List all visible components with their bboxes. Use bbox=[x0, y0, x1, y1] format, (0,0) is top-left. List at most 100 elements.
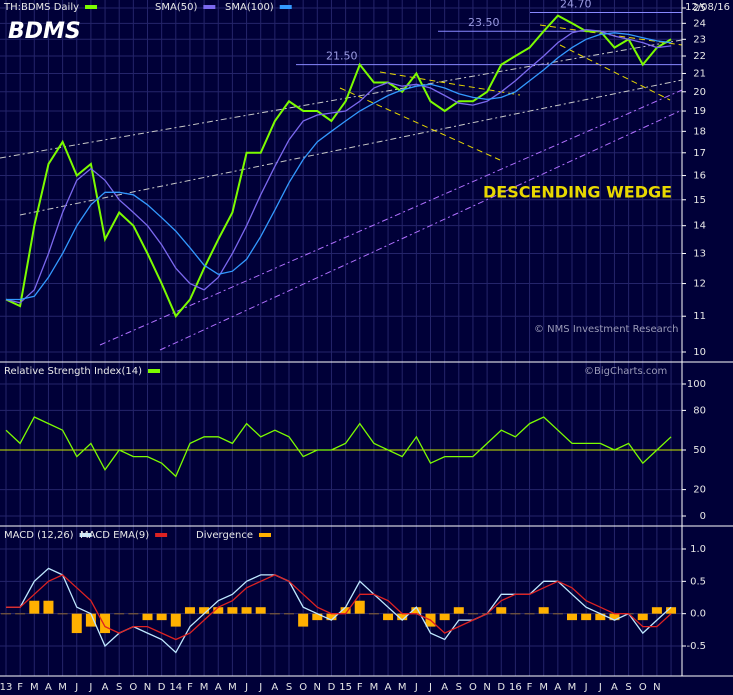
divergence-bar bbox=[227, 607, 238, 614]
legend-label: SMA(50) bbox=[155, 2, 197, 13]
level-label: 23.50 bbox=[468, 16, 500, 29]
x-tick-label: S bbox=[625, 682, 631, 693]
x-tick-label: A bbox=[611, 682, 618, 693]
divergence-bar bbox=[184, 607, 195, 614]
x-tick-label: M bbox=[370, 682, 379, 693]
y-tick-label: 11 bbox=[693, 311, 706, 322]
divergence-bar bbox=[269, 613, 280, 615]
wedge-line bbox=[379, 71, 521, 96]
series-line bbox=[6, 574, 672, 641]
divergence-bar bbox=[128, 613, 139, 615]
x-tick-label: J bbox=[88, 682, 92, 693]
x-tick-label: F bbox=[357, 682, 363, 693]
y-tick-label: 50 bbox=[693, 445, 706, 456]
divergence-bar bbox=[170, 613, 181, 627]
level-label: 24.70 bbox=[560, 0, 592, 11]
y-tick-label: 80 bbox=[693, 405, 706, 416]
divergence-bar bbox=[637, 613, 648, 621]
divergence-bar bbox=[15, 613, 26, 615]
legend-label: TH:BDMS Daily bbox=[3, 2, 79, 13]
x-tick-label: F bbox=[17, 682, 23, 693]
divergence-bar bbox=[57, 613, 68, 615]
y-tick-label: 0.5 bbox=[690, 576, 706, 587]
x-tick-label: 13 bbox=[0, 682, 12, 693]
trendline bbox=[159, 109, 683, 351]
x-tick-label: 15 bbox=[339, 682, 352, 693]
x-tick-label: M bbox=[58, 682, 67, 693]
grid bbox=[0, 0, 682, 676]
y-tick-label: 24 bbox=[693, 18, 706, 29]
divergence-bar bbox=[651, 607, 662, 614]
legend-swatch bbox=[203, 5, 216, 9]
trendline bbox=[0, 39, 683, 159]
divergence-bar bbox=[199, 607, 210, 614]
y-tick-label: 18 bbox=[693, 126, 706, 137]
series-line bbox=[5, 14, 672, 319]
x-tick-label: O bbox=[639, 682, 647, 693]
x-tick-label: O bbox=[129, 682, 137, 693]
divergence-bar bbox=[213, 607, 224, 614]
x-tick-label: N bbox=[144, 682, 151, 693]
divergence-bar bbox=[142, 613, 153, 621]
legend-label: Divergence bbox=[196, 530, 253, 541]
x-tick-label: A bbox=[554, 682, 561, 693]
divergence-bar bbox=[510, 613, 521, 615]
legend-label: Relative Strength Index(14) bbox=[4, 366, 142, 377]
x-tick-label: 16 bbox=[509, 682, 522, 693]
x-tick-label: S bbox=[116, 682, 122, 693]
divergence-bar bbox=[496, 607, 507, 614]
divergence-bar bbox=[567, 613, 577, 621]
divergence-bar bbox=[156, 613, 167, 621]
x-tick-label: M bbox=[228, 682, 237, 693]
legend-swatch bbox=[148, 369, 160, 373]
divergence-bar bbox=[368, 613, 379, 615]
x-tick-label: A bbox=[271, 682, 278, 693]
x-tick-label: D bbox=[158, 682, 166, 693]
divergence-bar bbox=[666, 607, 677, 614]
marks bbox=[0, 12, 682, 654]
y-tick-label: 10 bbox=[693, 347, 706, 358]
y-tick-label: 20 bbox=[693, 485, 706, 496]
divergence-bar bbox=[467, 613, 478, 615]
trendline bbox=[19, 79, 683, 216]
x-tick-label: M bbox=[200, 682, 209, 693]
divergence-bar bbox=[397, 613, 408, 621]
wedge-line bbox=[559, 44, 671, 101]
x-tick-label: A bbox=[45, 682, 52, 693]
divergence-bar bbox=[114, 613, 125, 615]
divergence-bar bbox=[312, 613, 323, 621]
divergence-bar bbox=[524, 613, 535, 615]
divergence-bar bbox=[609, 613, 620, 621]
x-tick-label: S bbox=[286, 682, 292, 693]
y-tick-label: 12 bbox=[693, 279, 706, 290]
divergence-bar bbox=[383, 613, 394, 621]
legend-swatch bbox=[155, 533, 168, 537]
x-tick-label: N bbox=[653, 682, 660, 693]
level-label: 21.50 bbox=[326, 50, 358, 63]
annotation: DESCENDING WEDGE bbox=[483, 183, 672, 202]
divergence-bar bbox=[255, 607, 266, 614]
x-tick-label: D bbox=[328, 682, 336, 693]
legend-label: MACD (12,26) bbox=[4, 530, 74, 541]
divergence-bar bbox=[43, 600, 54, 614]
divergence-bar bbox=[340, 607, 351, 614]
logo: BDMS bbox=[8, 19, 81, 44]
legend-label: SMA(100) bbox=[225, 2, 274, 13]
y-tick-label: 25 bbox=[693, 3, 706, 14]
divergence-bar bbox=[284, 613, 294, 615]
x-tick-label: S bbox=[456, 682, 462, 693]
divergence-bar bbox=[538, 607, 549, 614]
divergence-bar bbox=[29, 600, 40, 614]
legend-swatch bbox=[85, 5, 98, 9]
legend-swatch bbox=[279, 5, 292, 9]
x-tick-label: M bbox=[568, 682, 577, 693]
x-tick-label: J bbox=[584, 682, 588, 693]
x-tick-label: F bbox=[187, 682, 193, 693]
x-tick-label: A bbox=[102, 682, 109, 693]
divergence-bar bbox=[581, 613, 592, 621]
divergence-bar bbox=[71, 613, 82, 634]
x-tick-label: 14 bbox=[169, 682, 182, 693]
y-tick-label: 1.0 bbox=[690, 544, 706, 555]
